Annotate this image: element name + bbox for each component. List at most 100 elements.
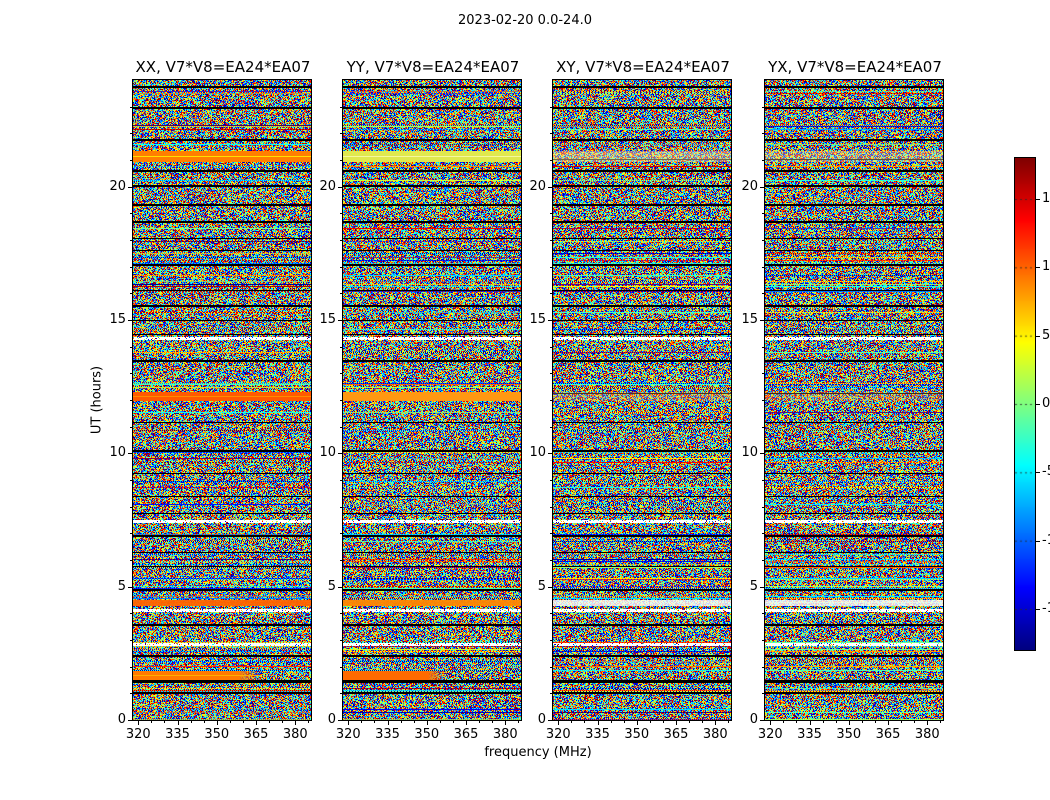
x-tick-label: 380	[492, 727, 518, 742]
x-minor-tick	[822, 721, 824, 723]
y-minor-tick	[550, 506, 552, 508]
y-minor-tick	[762, 400, 764, 401]
heatmap-canvas-yx	[765, 80, 943, 720]
y-tick-label: 15	[529, 312, 546, 327]
y-minor-tick	[762, 213, 764, 215]
x-tick-label: 320	[125, 727, 151, 742]
x-minor-tick	[728, 721, 730, 723]
y-minor-tick	[550, 666, 552, 668]
x-tick	[809, 721, 811, 725]
x-minor-tick	[151, 721, 153, 723]
y-minor-tick	[762, 693, 764, 695]
y-minor-tick	[762, 346, 764, 348]
x-minor-tick	[452, 721, 454, 723]
y-tick-label: 0	[537, 712, 546, 727]
x-tick-label: 350	[204, 727, 230, 742]
x-minor-tick	[623, 721, 625, 723]
heatmap-canvas-xy	[553, 80, 731, 720]
x-minor-tick	[584, 721, 586, 723]
x-minor-tick	[518, 721, 520, 723]
y-tick	[548, 453, 552, 455]
y-minor-tick	[550, 480, 552, 481]
x-minor-tick	[229, 721, 231, 723]
colorbar-tick-label: 50	[1042, 327, 1050, 343]
y-minor-tick	[130, 106, 132, 108]
x-tick	[888, 721, 890, 725]
x-axis-label: frequency (MHz)	[484, 745, 592, 760]
x-tick	[138, 721, 140, 725]
y-minor-tick	[130, 426, 132, 428]
y-tick-label: 10	[741, 445, 758, 461]
x-minor-tick	[164, 721, 166, 723]
x-minor-tick	[835, 721, 837, 723]
y-minor-tick	[762, 133, 764, 135]
y-minor-tick	[550, 160, 552, 161]
x-minor-tick	[308, 721, 310, 723]
y-tick	[548, 186, 552, 188]
y-tick	[128, 320, 132, 321]
x-minor-tick	[796, 721, 798, 723]
y-minor-tick	[340, 560, 342, 561]
y-minor-tick	[130, 506, 132, 508]
y-minor-tick	[130, 133, 132, 135]
x-tick	[387, 721, 389, 725]
y-minor-tick	[340, 613, 342, 615]
figure-title: 2023-02-20 0.0-24.0	[458, 13, 592, 28]
y-tick	[760, 586, 764, 588]
panel-title-yy: YY, V7*V8=EA24*EA07	[346, 58, 520, 76]
x-minor-tick	[400, 721, 402, 723]
y-minor-tick	[340, 400, 342, 401]
x-minor-tick	[571, 721, 573, 723]
x-minor-tick	[610, 721, 612, 723]
colorbar-tick	[1036, 335, 1040, 337]
y-tick	[128, 720, 132, 721]
y-minor-tick	[340, 106, 342, 108]
colorbar-tick-label: 150	[1042, 191, 1050, 206]
colorbar	[1014, 157, 1036, 651]
y-minor-tick	[550, 693, 552, 695]
x-tick	[216, 721, 218, 725]
x-minor-tick	[242, 721, 244, 723]
x-minor-tick	[479, 721, 481, 723]
x-minor-tick	[649, 721, 651, 723]
x-tick	[770, 721, 772, 725]
heatmap-panel-xy: XY, V7*V8=EA24*EA07	[552, 58, 732, 721]
colorbar-gradient	[1015, 158, 1035, 650]
y-minor-tick	[550, 426, 552, 428]
y-tick-label: 10	[319, 445, 336, 461]
x-tick	[636, 721, 638, 725]
x-minor-tick	[439, 721, 441, 723]
y-minor-tick	[762, 293, 764, 295]
colorbar-tick	[1036, 404, 1040, 405]
y-tick-label: 15	[319, 312, 336, 327]
x-tick-label: 365	[453, 727, 479, 742]
x-tick-label: 365	[243, 727, 269, 742]
x-tick	[505, 721, 507, 725]
y-tick-label: 10	[529, 445, 546, 461]
x-tick-label: 335	[797, 727, 822, 742]
heatmap-panel-yy: YY, V7*V8=EA24*EA07	[342, 58, 522, 721]
y-minor-tick	[762, 240, 764, 241]
y-minor-tick	[340, 506, 342, 508]
x-tick-label: 350	[624, 727, 650, 742]
y-minor-tick	[340, 346, 342, 348]
y-minor-tick	[340, 293, 342, 295]
x-minor-tick	[940, 721, 942, 723]
x-tick	[848, 721, 850, 725]
y-minor-tick	[550, 293, 552, 295]
x-minor-tick	[689, 721, 691, 723]
x-tick	[177, 721, 179, 725]
x-minor-tick	[269, 721, 271, 723]
x-tick	[597, 721, 599, 725]
y-axis-label: UT (hours)	[89, 365, 105, 435]
y-minor-tick	[550, 213, 552, 215]
y-minor-tick	[340, 426, 342, 428]
y-minor-tick	[340, 373, 342, 375]
y-tick	[128, 453, 132, 455]
y-minor-tick	[762, 160, 764, 161]
y-minor-tick	[340, 240, 342, 241]
x-tick-label: 350	[836, 727, 862, 742]
y-tick	[760, 320, 764, 321]
x-minor-tick	[361, 721, 363, 723]
y-minor-tick	[130, 480, 132, 481]
